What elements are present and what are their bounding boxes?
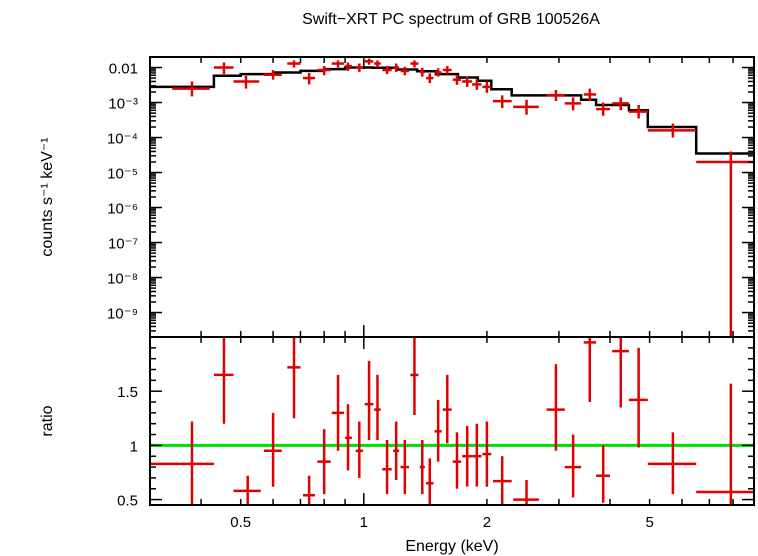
spectrum-point (317, 66, 331, 76)
ratio-point (355, 421, 363, 478)
spectrum-point (472, 79, 482, 90)
ratio-point (302, 475, 316, 505)
spectrum-point (364, 58, 374, 65)
ratio-point (400, 439, 410, 495)
spectrum-point (493, 95, 512, 108)
spectrum-point (583, 88, 597, 102)
spectrum-point (382, 66, 392, 75)
spectrum-point (355, 63, 363, 72)
ratio-point (317, 429, 331, 495)
ratio-point (564, 434, 582, 498)
top-y-tick-label: 10⁻⁵ (107, 166, 138, 183)
ratio-point (513, 480, 539, 505)
spectrum-point (331, 60, 345, 68)
ratio-point (612, 337, 629, 408)
top-y-tick-label: 10⁻⁶ (107, 201, 138, 218)
spectrum-point (434, 68, 442, 77)
ratio-point (374, 374, 381, 440)
spectrum-point (546, 89, 565, 102)
x-tick-label: 0.5 (230, 514, 251, 531)
ratio-point (546, 364, 565, 451)
ratio-point (628, 347, 648, 448)
ratio-point (419, 439, 425, 495)
top-panel-frame (149, 56, 755, 338)
ratio-point (410, 337, 419, 416)
spectrum-point (302, 72, 316, 85)
ratio-point (493, 456, 512, 505)
bottom-panel-frame (149, 336, 755, 506)
ratio-point (233, 475, 261, 505)
bottom-data-layer (150, 337, 754, 505)
ratio-point (452, 432, 462, 489)
x-tick-label: 5 (645, 514, 653, 531)
spectrum-point (513, 99, 539, 115)
x-tick-label: 2 (483, 514, 491, 531)
ratio-point (482, 421, 492, 487)
spectrum-point (596, 102, 610, 116)
ratio-point (331, 374, 345, 451)
ratio-point (263, 412, 282, 487)
spectrum-point (628, 105, 648, 119)
bottom-ticks-layer: 0.5 1 2 5 0.5 1 1.5 (117, 337, 755, 531)
top-y-tick-label: 0.01 (109, 61, 138, 78)
spectrum-point (172, 81, 210, 97)
ratio-point (583, 337, 597, 403)
ratio-point (382, 439, 392, 495)
spectrum-point (400, 66, 410, 76)
ratio-point (150, 421, 214, 505)
top-y-tick-label: 10⁻⁴ (107, 131, 138, 148)
spectrum-point (263, 70, 282, 80)
top-y-axis-label: counts s⁻¹ keV⁻¹ (39, 137, 56, 256)
ratio-point (472, 423, 482, 487)
ratio-point (647, 432, 697, 495)
top-y-tick-label: 10⁻⁹ (107, 306, 138, 323)
spectrum-point (213, 62, 234, 75)
bottom-y-tick-label: 1.5 (117, 384, 138, 401)
bottom-y-tick-label: 1 (130, 438, 138, 455)
x-tick-label: 1 (360, 514, 368, 531)
spectrum-point (410, 60, 419, 68)
ratio-point (364, 360, 374, 440)
chart-title: Swift−XRT PC spectrum of GRB 100526A (302, 11, 600, 28)
bottom-panel: 0.5 1 2 5 0.5 1 1.5 ratio Energy (keV) (39, 336, 755, 555)
ratio-point (393, 421, 400, 481)
ratio-point (345, 404, 352, 471)
bottom-y-tick-label: 0.5 (117, 493, 138, 510)
spectrum-point (233, 75, 260, 89)
spectrum-point (452, 74, 462, 85)
spectrum-point (419, 67, 425, 77)
spectrum-point (647, 123, 697, 138)
spectrum-point (426, 73, 434, 84)
spectrum-point (287, 60, 301, 68)
bottom-y-axis-label: ratio (39, 405, 56, 436)
top-ticks-layer: 0.01 10⁻³ 10⁻⁴ 10⁻⁵ 10⁻⁶ 10⁻⁷ 10⁻⁸ 10⁻⁹ (107, 56, 755, 338)
ratio-point (287, 337, 301, 419)
x-axis-label: Energy (keV) (405, 538, 498, 555)
top-data-layer (172, 58, 754, 337)
spectrum-point (462, 76, 473, 87)
ratio-point (596, 445, 610, 503)
top-y-tick-label: 10⁻⁸ (107, 271, 138, 288)
top-y-tick-label: 10⁻³ (108, 96, 138, 113)
ratio-point (442, 374, 452, 444)
spectrum-point (374, 60, 381, 68)
spectrum-point (345, 62, 352, 71)
spectrum-point (612, 97, 629, 111)
spectrum-point (393, 63, 400, 72)
ratio-point (696, 383, 754, 505)
spectrum-point (482, 81, 492, 93)
ratio-point (426, 458, 434, 505)
spectrum-point (696, 151, 754, 337)
ratio-point (213, 337, 234, 424)
ratio-point (434, 399, 442, 462)
top-y-tick-label: 10⁻⁷ (108, 236, 138, 253)
ratio-point (462, 425, 473, 487)
top-panel: 0.01 10⁻³ 10⁻⁴ 10⁻⁵ 10⁻⁶ 10⁻⁷ 10⁻⁸ 10⁻⁹ counts … (39, 56, 755, 338)
spectrum-point (442, 66, 452, 75)
spectrum-point (564, 97, 582, 111)
